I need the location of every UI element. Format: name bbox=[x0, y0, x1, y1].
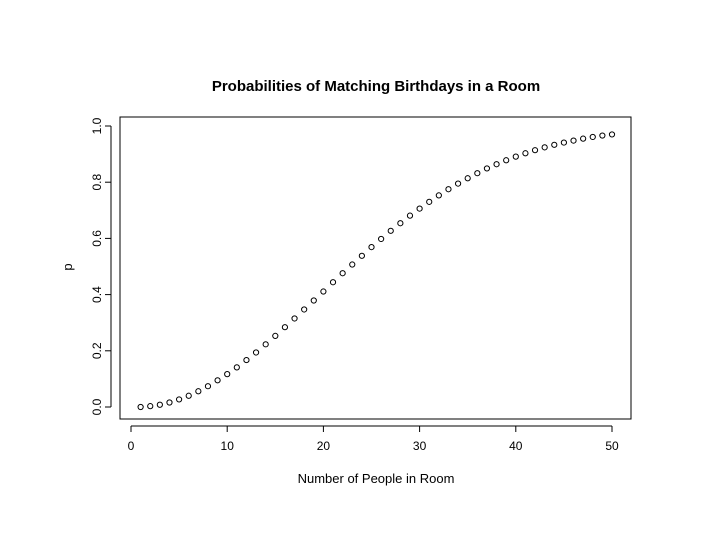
data-point bbox=[474, 170, 481, 177]
data-point bbox=[195, 388, 202, 395]
data-point bbox=[224, 371, 231, 378]
data-point bbox=[233, 364, 240, 371]
data-point bbox=[156, 401, 163, 408]
data-point bbox=[281, 324, 289, 331]
data-point bbox=[252, 349, 260, 356]
x-tick-label: 0 bbox=[128, 439, 135, 453]
data-point bbox=[387, 227, 394, 234]
data-point bbox=[185, 392, 192, 399]
y-axis: 0.0 0.2 0.4 0.6 0.8 1.0 bbox=[90, 117, 112, 415]
y-tick-label: 0.4 bbox=[90, 286, 104, 303]
y-tick-label: 1.0 bbox=[90, 117, 104, 134]
data-point bbox=[301, 306, 308, 313]
data-point bbox=[137, 403, 144, 411]
data-point bbox=[166, 399, 173, 406]
x-axis-label: Number of People in Room bbox=[298, 471, 455, 486]
data-point bbox=[368, 244, 375, 251]
data-point bbox=[435, 192, 442, 199]
data-point bbox=[339, 270, 346, 277]
data-point bbox=[320, 288, 327, 295]
data-point bbox=[570, 137, 577, 144]
data-point bbox=[147, 403, 154, 410]
data-point bbox=[445, 186, 452, 193]
y-tick-label: 0.2 bbox=[90, 342, 104, 359]
data-point bbox=[464, 175, 471, 182]
x-tick-label: 50 bbox=[605, 439, 619, 453]
data-point bbox=[243, 356, 250, 364]
data-point bbox=[310, 297, 317, 304]
y-tick-label: 0.8 bbox=[90, 174, 104, 191]
data-point bbox=[291, 315, 298, 322]
chart-title: Probabilities of Matching Birthdays in a… bbox=[212, 78, 540, 95]
data-point bbox=[522, 150, 529, 157]
data-point bbox=[416, 205, 423, 212]
data-point bbox=[608, 131, 616, 138]
data-point bbox=[397, 220, 404, 227]
data-point bbox=[493, 161, 500, 168]
data-point bbox=[580, 135, 587, 142]
data-point bbox=[560, 139, 568, 146]
data-point bbox=[551, 141, 558, 148]
plot-frame bbox=[119, 116, 632, 420]
data-point bbox=[272, 332, 279, 340]
data-point bbox=[541, 144, 548, 151]
data-point bbox=[176, 396, 183, 403]
x-tick-label: 40 bbox=[509, 439, 523, 453]
data-point bbox=[599, 132, 606, 139]
data-point bbox=[358, 252, 365, 259]
x-tick-label: 30 bbox=[413, 439, 427, 453]
data-point bbox=[349, 261, 356, 268]
data-point bbox=[483, 165, 491, 172]
data-point bbox=[214, 377, 221, 384]
data-point bbox=[329, 279, 337, 286]
y-tick-label: 0.6 bbox=[90, 230, 104, 247]
x-tick-label: 20 bbox=[317, 439, 331, 453]
data-point bbox=[512, 153, 519, 160]
data-point bbox=[503, 157, 510, 164]
data-point bbox=[262, 341, 269, 348]
data-point bbox=[531, 147, 539, 154]
x-axis: 0 10 20 30 40 50 bbox=[128, 425, 619, 453]
data-point bbox=[406, 212, 414, 219]
data-points bbox=[137, 131, 616, 411]
y-axis-label: p bbox=[60, 263, 75, 270]
data-point bbox=[426, 198, 433, 205]
data-point bbox=[454, 180, 462, 187]
y-tick-label: 0.0 bbox=[90, 398, 104, 415]
data-point bbox=[204, 383, 212, 390]
data-point bbox=[378, 235, 385, 243]
data-point bbox=[589, 133, 596, 141]
x-tick-label: 10 bbox=[221, 439, 235, 453]
